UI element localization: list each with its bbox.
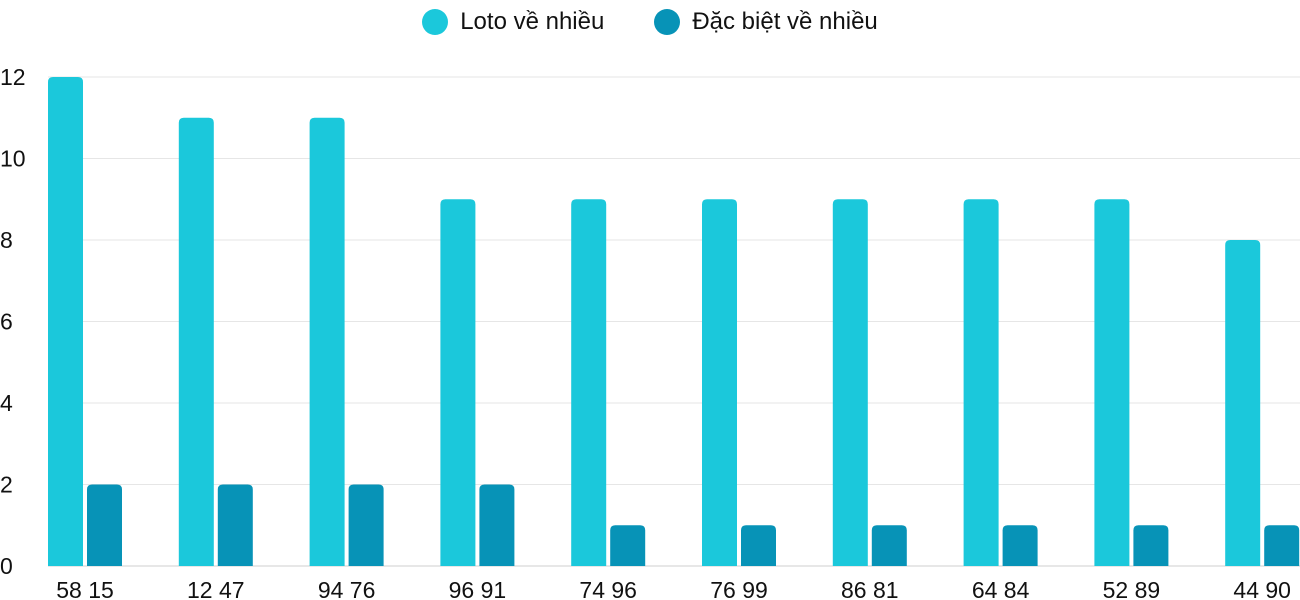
- legend-swatch-dac-biet: [654, 9, 681, 35]
- bar-dac-biet[interactable]: [741, 525, 776, 566]
- x-tick-label: 94 76: [318, 577, 376, 600]
- legend-item-dac-biet[interactable]: Đặc biệt về nhiều: [654, 8, 878, 36]
- legend-label-dac-biet: Đặc biệt về nhiều: [692, 8, 878, 35]
- bar-dac-biet[interactable]: [217, 484, 253, 567]
- bar-loto[interactable]: [963, 199, 999, 566]
- bars-layer: [48, 77, 1300, 567]
- bar-dac-biet[interactable]: [610, 525, 646, 566]
- x-tick-label: 76 99: [710, 577, 768, 600]
- bar-dac-biet[interactable]: [871, 525, 907, 566]
- bar-dac-biet[interactable]: [87, 484, 122, 567]
- y-tick-label: 4: [0, 390, 13, 416]
- bar-loto[interactable]: [440, 199, 476, 566]
- y-axis: 0 2 4 6 8 10 12: [0, 64, 26, 579]
- x-tick-label: 64 84: [972, 577, 1030, 600]
- legend-swatch-loto: [422, 9, 449, 35]
- bar-dac-biet[interactable]: [479, 484, 515, 567]
- bar-loto[interactable]: [1225, 240, 1261, 566]
- grid-layer: [48, 76, 1300, 567]
- y-tick-label: 8: [0, 227, 13, 253]
- x-tick-label: 52 89: [1103, 577, 1161, 600]
- x-tick-label: 12 47: [187, 577, 245, 600]
- x-axis: 58 15 12 47 94 76 96 91 74 96 76 99 86 81 64 84…: [56, 577, 1291, 600]
- x-tick-label: 74 96: [579, 577, 637, 600]
- legend-item-loto[interactable]: Loto về nhiều: [422, 8, 604, 36]
- legend: Loto về nhiều Đặc biệt về nhiều: [0, 8, 1300, 36]
- bar-dac-biet[interactable]: [1264, 525, 1300, 566]
- bar-loto[interactable]: [702, 199, 737, 566]
- bar-dac-biet[interactable]: [1133, 525, 1169, 566]
- x-tick-label: 44 90: [1233, 577, 1291, 600]
- x-tick-label: 58 15: [56, 577, 114, 600]
- bar-dac-biet[interactable]: [1002, 525, 1038, 566]
- y-tick-label: 6: [0, 309, 13, 335]
- x-tick-label: 86 81: [841, 577, 899, 600]
- bar-loto[interactable]: [178, 117, 214, 566]
- y-tick-label: 2: [0, 472, 13, 498]
- y-tick-label: 12: [0, 64, 26, 90]
- bar-loto[interactable]: [309, 117, 345, 566]
- bar-dac-biet[interactable]: [348, 484, 384, 567]
- x-tick-label: 96 91: [449, 577, 507, 600]
- y-tick-label: 0: [0, 553, 13, 579]
- bar-loto[interactable]: [571, 199, 607, 566]
- legend-label-loto: Loto về nhiều: [460, 8, 605, 35]
- y-tick-label: 10: [0, 146, 26, 172]
- bar-loto[interactable]: [1094, 199, 1130, 566]
- bar-loto[interactable]: [832, 199, 868, 566]
- bar-loto[interactable]: [48, 77, 83, 566]
